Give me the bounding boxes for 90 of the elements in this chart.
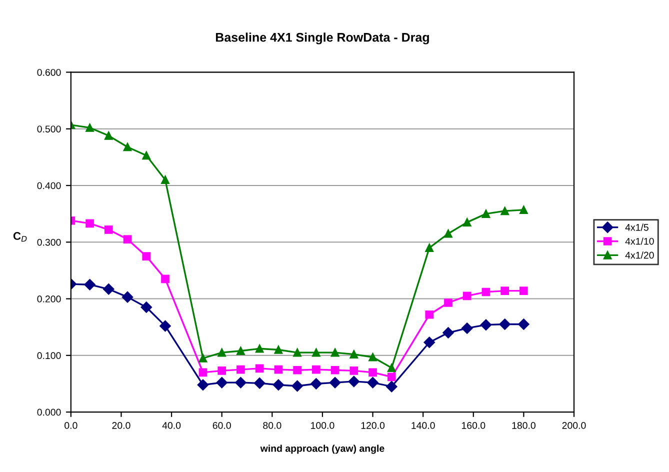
point [218,348,226,357]
point [255,344,264,353]
x-tick-label: 20.0 [112,422,130,429]
point [293,348,302,357]
x-tick-label: 120.0 [361,422,385,429]
point [255,364,264,373]
point [444,298,452,307]
point [425,244,434,252]
point [518,318,530,330]
x-tick-label: 0.0 [64,422,78,429]
point [330,348,340,357]
point [122,291,134,303]
point [140,302,152,313]
point [425,310,434,319]
point [86,124,94,132]
point [442,327,454,338]
y-tick-label: 0.300 [37,238,61,246]
point [367,376,378,388]
legend-label: 4x1/20 [625,252,654,259]
y-tick-label: 0.500 [37,126,61,132]
x-tick-label: 100.0 [311,422,334,429]
x-axis-title: wind approach (yaw) angle [260,444,384,454]
point [123,142,132,152]
point [236,346,245,356]
point [218,366,226,375]
point [348,376,360,388]
point [84,279,96,290]
point [462,292,472,300]
y-tick-label: 0.100 [37,352,61,360]
point [235,376,246,388]
point [142,252,151,260]
point [254,378,266,389]
x-tick-label: 60.0 [212,422,231,429]
point [123,235,132,244]
x-tick-label: 200.0 [562,422,586,429]
point [161,274,170,284]
point [462,218,472,226]
point [160,320,171,332]
point [480,319,492,330]
y-tick-label: 0.400 [37,182,61,190]
point [293,366,302,374]
y-tick-label: 0.200 [37,296,61,302]
point [387,364,396,372]
point [520,206,528,214]
point [274,365,283,374]
point [368,352,377,362]
point [500,286,509,296]
y-tick-label: 0.600 [37,68,61,76]
point [312,348,320,357]
x-tick-label: 80.0 [263,422,282,429]
point [236,365,245,374]
point [310,378,322,390]
point [312,365,320,374]
point [86,219,94,228]
point [329,376,341,388]
point [499,318,510,330]
point [387,372,396,382]
point [461,322,473,334]
point [520,286,528,296]
point [274,346,283,354]
point [482,288,490,296]
legend-label: 4x1/5 [625,224,648,231]
point [161,176,170,184]
point [198,354,208,362]
point [444,229,452,238]
point [350,350,358,358]
legend-label: 4x1/10 [625,238,654,245]
x-tick-label: 160.0 [462,422,486,429]
point [198,368,208,377]
point [272,379,284,390]
point [386,380,398,392]
point [500,206,509,216]
point [103,284,114,295]
y-axis-title: C$_{D}$ [13,232,27,242]
point [424,336,435,348]
point [292,380,303,392]
point [142,151,151,160]
point [368,368,377,377]
chart-title: Baseline 4X1 Single RowData - Drag [216,32,429,44]
point [330,366,340,374]
point [216,376,228,388]
x-tick-label: 40.0 [162,422,181,429]
point [197,379,209,390]
x-tick-label: 180.0 [512,422,536,429]
y-tick-label: 0.000 [37,408,61,416]
point [104,131,113,140]
point [482,210,490,218]
point [350,366,358,375]
point [104,226,113,234]
x-tick-label: 140.0 [412,422,435,429]
